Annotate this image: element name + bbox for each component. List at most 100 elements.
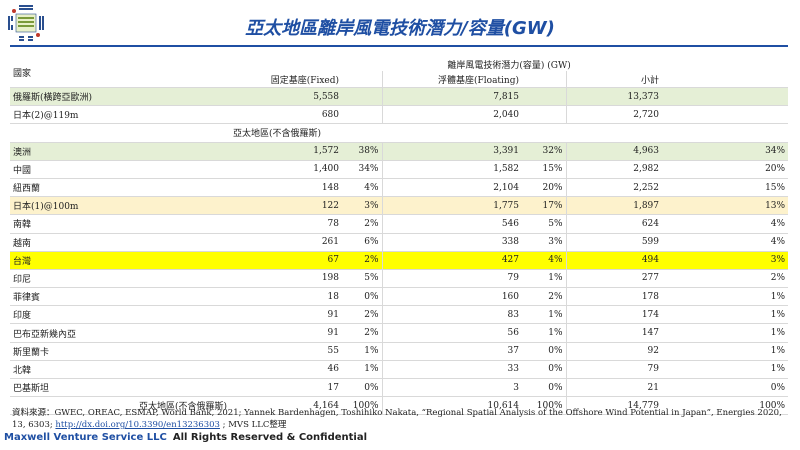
table-row: 斯里蘭卡 55 1% 37 0% 92 1%	[10, 342, 789, 361]
cell-fixed-pct: 6%	[342, 233, 383, 252]
table-row: 澳洲 1,572 38% 3,391 32% 4,963 34%	[10, 142, 789, 161]
cell-floating: 56	[382, 323, 522, 343]
source-note: 資料來源：GWEC, OREAC, ESMAP, World Bank, 202…	[12, 407, 784, 431]
table-row: 巴布亞新幾內亞 91 2% 56 1% 147 1%	[10, 323, 789, 343]
cell-floating-pct: 0%	[522, 360, 567, 380]
cell-name: 北韓	[10, 360, 230, 380]
cell-fixed-pct: 4%	[342, 178, 383, 198]
cell-total-pct: 1%	[662, 342, 789, 361]
cell-floating-pct	[522, 105, 567, 125]
table-row: 印尼 198 5% 79 1% 277 2%	[10, 269, 789, 289]
cell-total: 178	[566, 287, 662, 307]
cell-floating-pct: 17%	[522, 196, 567, 216]
cell-fixed: 1,572	[230, 142, 342, 161]
table-row: 越南 261 6% 338 3% 599 4%	[10, 233, 789, 252]
cell-floating-pct: 0%	[522, 378, 567, 398]
cell-total-pct: 15%	[662, 178, 789, 198]
cell-floating-pct: 1%	[522, 269, 567, 289]
table-row: 北韓 46 1% 33 0% 79 1%	[10, 360, 789, 380]
cell-total-pct: 13%	[662, 196, 789, 216]
cell-name: 南韓	[10, 214, 230, 234]
cell-name: 澳洲	[10, 142, 230, 161]
section-label: 亞太地區(不含俄羅斯)	[230, 123, 382, 143]
cell-total-pct: 0%	[662, 378, 789, 398]
cell-name: 印度	[10, 305, 230, 325]
footer-org: Maxwell Venture Service LLC	[4, 432, 167, 443]
cell-floating: 2,040	[382, 105, 522, 125]
source-link[interactable]: http://dx.doi.org/10.3390/en13236303	[55, 420, 220, 430]
total-floating-pct: 100%	[522, 396, 567, 416]
cell-total: 2,982	[566, 160, 662, 179]
total-fixed: 4,164	[230, 396, 342, 416]
cell-total-pct: 1%	[662, 360, 789, 380]
cell-floating: 427	[382, 251, 522, 270]
cell-total: 494	[566, 251, 662, 270]
cell-floating-pct: 3%	[522, 233, 567, 252]
header-group: 離岸風電技術潛力(容量) (GW)	[447, 61, 571, 71]
table-row: 紐西蘭 148 4% 2,104 20% 2,252 15%	[10, 178, 789, 198]
cell-name: 越南	[10, 233, 230, 252]
cell-fixed-pct: 2%	[342, 323, 383, 343]
cell-fixed-pct: 5%	[342, 269, 383, 289]
cell-total: 2,720	[566, 105, 662, 125]
table-row: 南韓 78 2% 546 5% 624 4%	[10, 214, 789, 234]
cell-fixed: 17	[230, 378, 342, 398]
total-floating: 10,614	[382, 396, 522, 416]
cell-name: 印尼	[10, 269, 230, 289]
cell-name: 菲律賓	[10, 287, 230, 307]
cell-fixed: 1,400	[230, 160, 342, 179]
cell-floating: 546	[382, 214, 522, 234]
cell-floating-pct: 5%	[522, 214, 567, 234]
cell-name: 斯里蘭卡	[10, 342, 230, 361]
cell-total: 2,252	[566, 178, 662, 198]
cell-fixed-pct: 0%	[342, 378, 383, 398]
header-floating: 浮體基座(Floating)	[382, 71, 522, 88]
header-row-group: 國家 離岸風電技術潛力(容量) (GW)	[10, 58, 788, 88]
table-row: 俄羅斯(橫跨亞歐洲) 5,558 7,815 13,373	[10, 87, 789, 107]
cell-total: 21	[566, 378, 662, 398]
cell-floating-pct: 1%	[522, 305, 567, 325]
table-row: 中國 1,400 34% 1,582 15% 2,982 20%	[10, 160, 789, 179]
cell-total-pct: 4%	[662, 233, 789, 252]
footer-rights: All Rights Reserved & Confidential	[172, 432, 368, 443]
header-fixed: 固定基座(Fixed)	[230, 71, 342, 88]
total-fixed-pct: 100%	[342, 396, 383, 416]
cell-fixed: 680	[230, 105, 342, 125]
cell-floating: 7,815	[382, 87, 522, 107]
cell-fixed-pct: 2%	[342, 214, 383, 234]
cell-fixed: 91	[230, 305, 342, 325]
cell-total: 4,963	[566, 142, 662, 161]
cell-fixed-pct: 1%	[342, 342, 383, 361]
cell-floating: 1,582	[382, 160, 522, 179]
cell-floating-pct: 0%	[522, 342, 567, 361]
cell-fixed-pct	[342, 87, 383, 107]
total-row: 亞太地區(不含俄羅斯) 4,164 100% 10,614 100% 14,77…	[10, 396, 789, 416]
cell-fixed: 148	[230, 178, 342, 198]
cell-name: 俄羅斯(橫跨亞歐洲)	[10, 87, 230, 107]
cell-floating-pct: 32%	[522, 142, 567, 161]
cell-total: 147	[566, 323, 662, 343]
cell-total: 92	[566, 342, 662, 361]
title-divider	[10, 45, 788, 47]
cell-fixed-pct: 2%	[342, 251, 383, 270]
footer: Maxwell Venture Service LLC All Rights Re…	[4, 432, 367, 443]
cell-fixed: 18	[230, 287, 342, 307]
table-row: 日本(1)@100m 122 3% 1,775 17% 1,897 13%	[10, 196, 789, 216]
cell-name: 台灣	[10, 251, 230, 270]
cell-floating-pct: 4%	[522, 251, 567, 270]
total-subtotal: 14,779	[566, 396, 662, 416]
page-title: 亞太地區離岸風電技術潛力/容量(GW)	[245, 18, 555, 39]
total-subtotal-pct: 100%	[662, 396, 789, 416]
offshore-wind-table: 國家 離岸風電技術潛力(容量) (GW) 固定基座(Fixed) 浮體基座(Fl…	[10, 58, 789, 416]
cell-name: 巴基斯坦	[10, 378, 230, 398]
cell-floating: 33	[382, 360, 522, 380]
cell-total-pct: 4%	[662, 214, 789, 234]
total-label: 亞太地區(不含俄羅斯)	[10, 396, 230, 416]
cell-floating: 2,104	[382, 178, 522, 198]
cell-fixed-pct: 1%	[342, 360, 383, 380]
cell-floating: 338	[382, 233, 522, 252]
cell-fixed: 67	[230, 251, 342, 270]
cell-total: 79	[566, 360, 662, 380]
cell-floating-pct: 1%	[522, 323, 567, 343]
cell-name: 巴布亞新幾內亞	[10, 323, 230, 343]
